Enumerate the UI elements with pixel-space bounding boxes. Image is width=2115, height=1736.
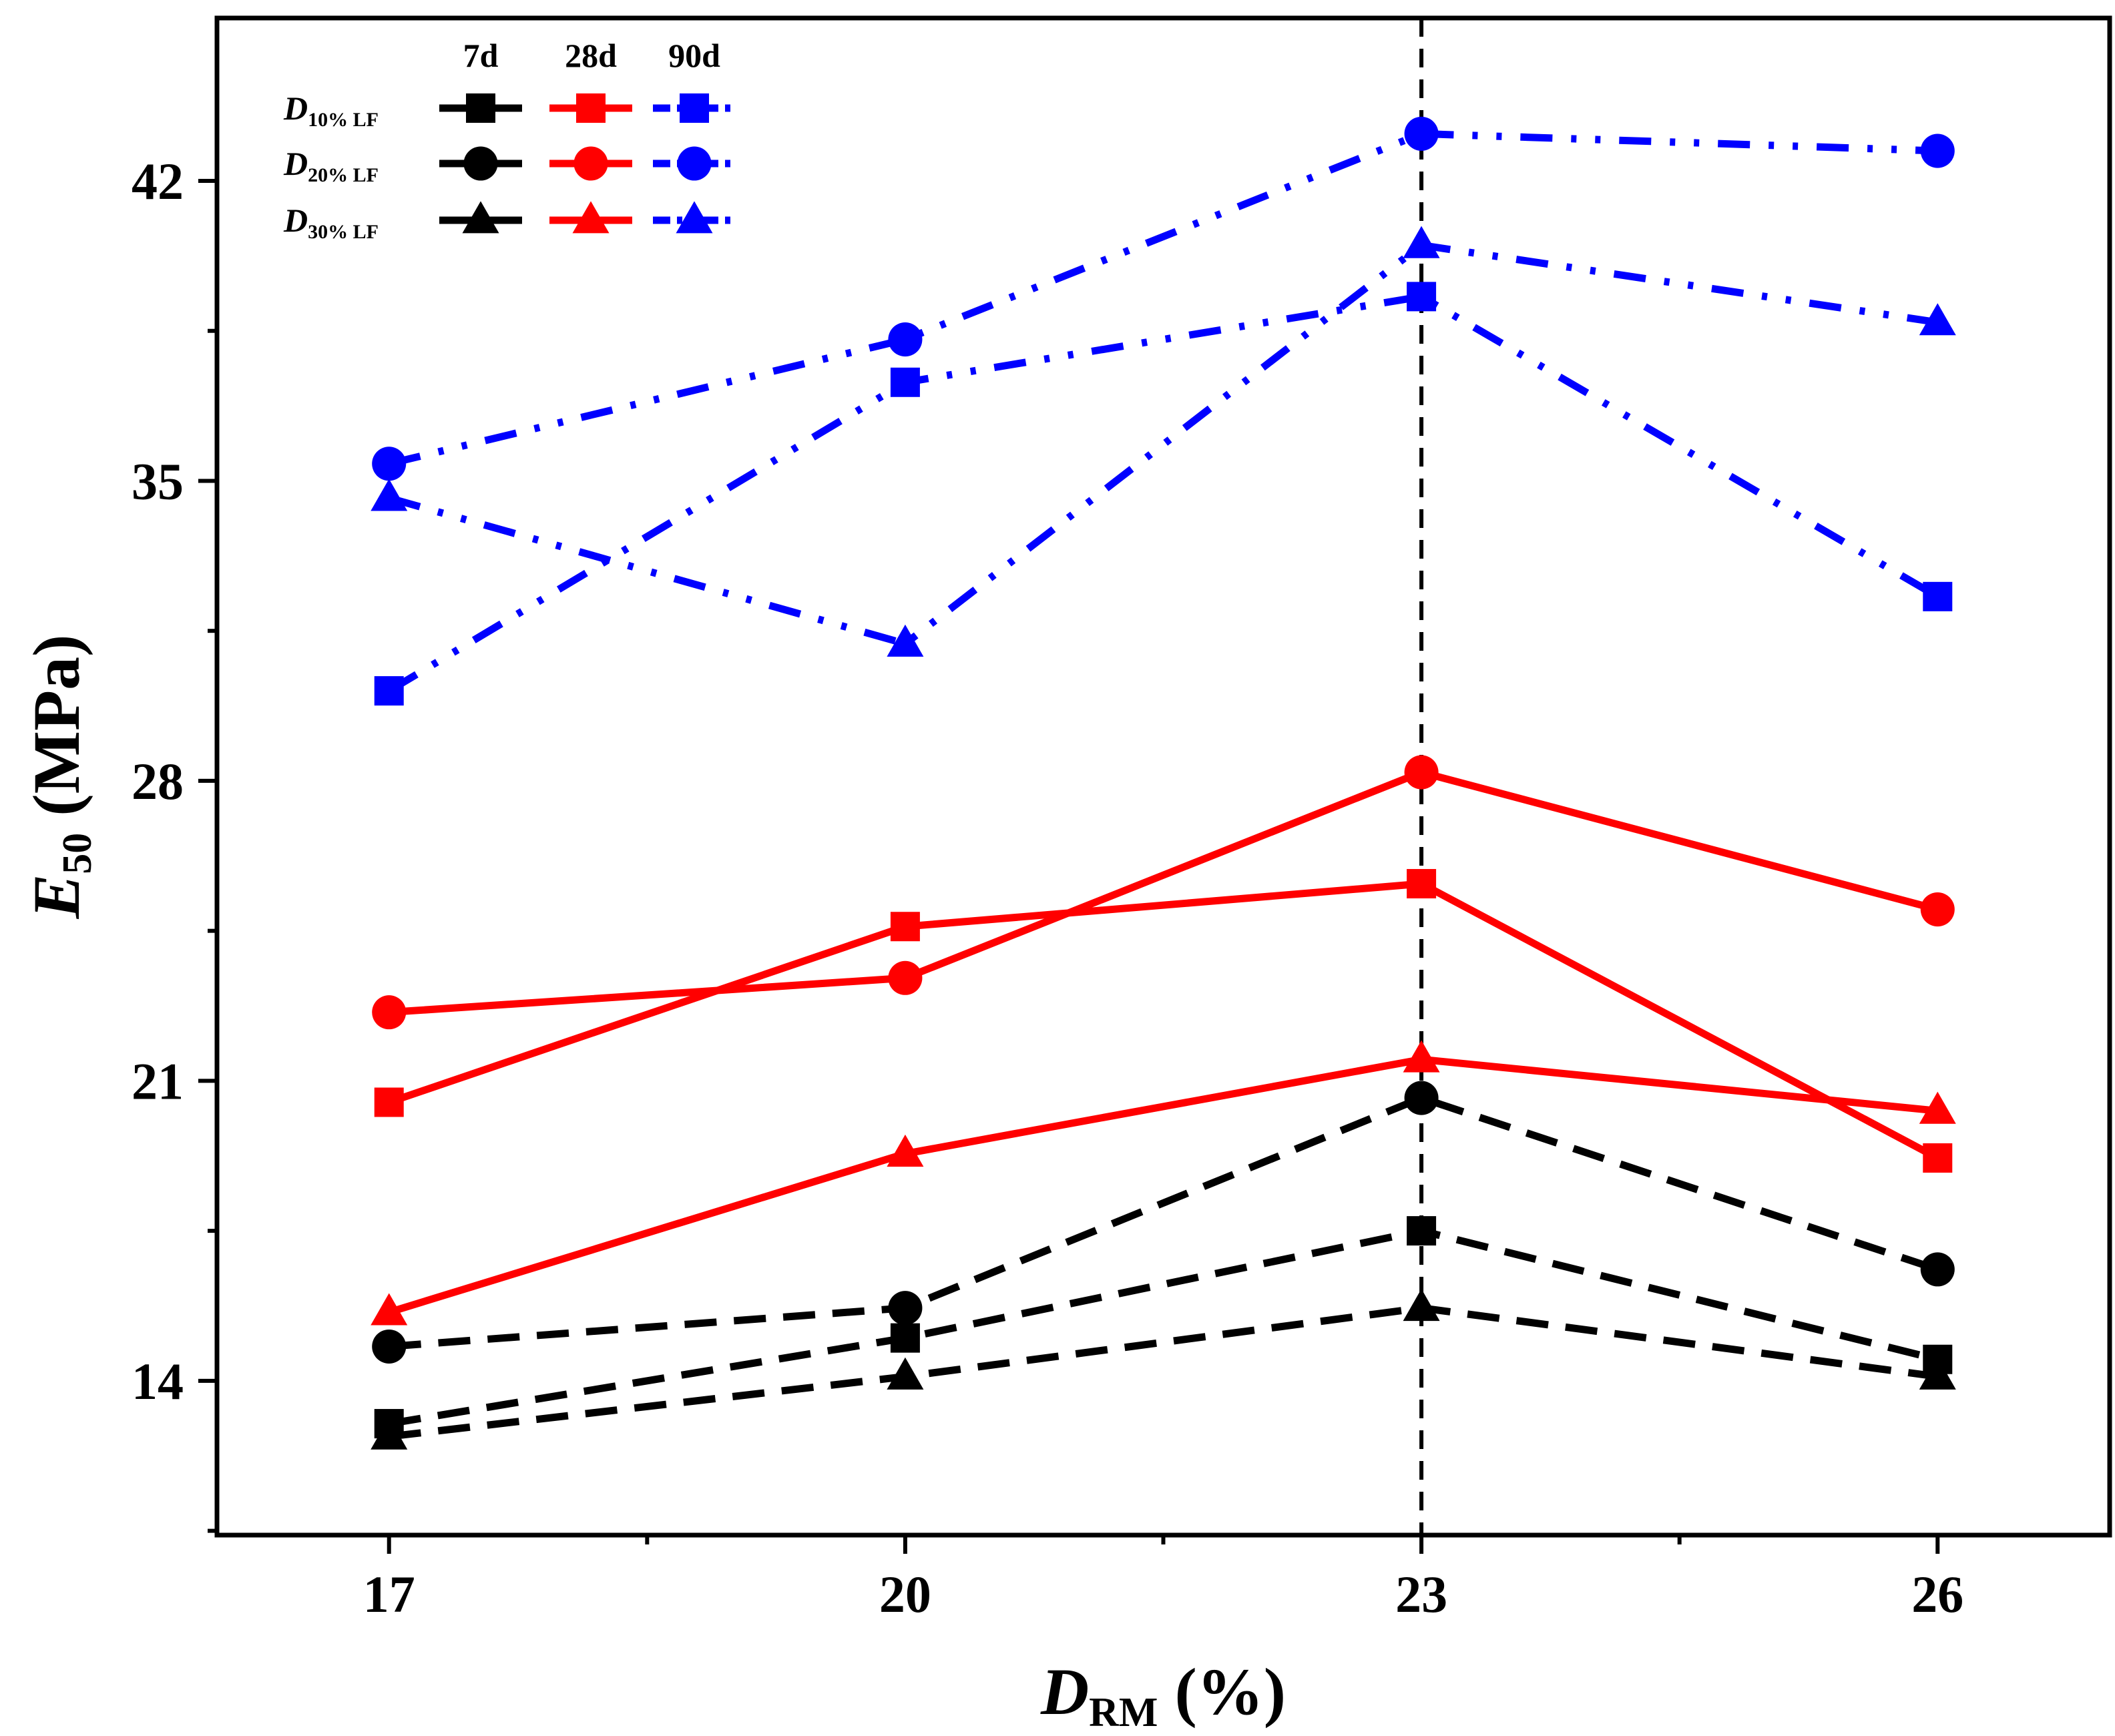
series-90d-d20-lf-point-x23 (1404, 116, 1439, 151)
x-axis-title-main: D (1040, 1655, 1089, 1729)
series-28d-d10-lf-point-x20 (890, 912, 920, 942)
series-90d-d20-lf-line (388, 129, 1938, 468)
series-90d-d30-lf-point-x20 (887, 624, 924, 657)
y-axis-title-subscript: 50 (55, 833, 100, 874)
x-tick-label-23: 23 (1395, 1565, 1447, 1623)
axes-group: 17 20 23 26 14 21 28 35 42 (132, 152, 1963, 1623)
series-7d-d10-lf-point-x20 (890, 1323, 920, 1353)
series-28d-d20-lf-point-x20 (888, 960, 923, 995)
series-28d-d20-lf-line (389, 768, 1939, 1017)
series-28d-d10-lf-point-x26 (1923, 1143, 1953, 1173)
legend-marker-7d-30-lf (462, 201, 499, 234)
series-7d-d30-lf (371, 1289, 1956, 1450)
series-28d-d10-lf-line (387, 880, 1939, 1161)
legend-marker-7d-10-lf (466, 93, 495, 123)
series-90d-d10-lf-point-x23 (1407, 282, 1437, 312)
x-axis-title: DRM (%) (1040, 1655, 1286, 1735)
legend-row-label-20-lf: D20% LF (283, 145, 379, 186)
series-7d-d30-lf-line (389, 1304, 1938, 1440)
y-axis-title: E50 (MPa) (19, 635, 100, 920)
series-28d-d30-lf-line (388, 1055, 1938, 1316)
series-28d-d30-lf-point-x20 (887, 1134, 924, 1167)
legend-marker-28d-20-lf (573, 146, 608, 181)
y-tick-label-35: 35 (132, 452, 184, 510)
series-28d-d20-lf-point-x26 (1920, 892, 1955, 927)
series-90d-d10-lf-point-x26 (1923, 581, 1953, 611)
y-tick-label-42: 42 (132, 152, 184, 210)
series-28d-d30-lf-point-x26 (1919, 1091, 1956, 1124)
legend-marker-28d-10-lf (576, 93, 606, 123)
y-axis-title-unit: (MPa) (19, 635, 93, 833)
legend-marker-28d-30-lf (572, 201, 610, 234)
series-7d-d30-lf-point-x17 (371, 1417, 408, 1450)
legend-row-label-10-lf: D10% LF (283, 89, 379, 131)
series-28d-d10-lf (374, 869, 1953, 1173)
series-28d-d30-lf (371, 1040, 1956, 1326)
series-90d-d10-lf-point-x17 (374, 676, 404, 706)
legend-row-label-subscript: 10% LF (308, 109, 379, 131)
y-axis-title-main: E (19, 874, 93, 920)
y-tick-label-28: 28 (132, 752, 184, 810)
series-7d-d30-lf-point-x23 (1403, 1289, 1440, 1322)
legend-row-label-subscript: 30% LF (308, 221, 379, 243)
series-28d-d10-lf-point-x23 (1407, 869, 1437, 899)
x-tick-label-17: 17 (363, 1565, 415, 1623)
series-7d-d30-lf-point-x26 (1919, 1357, 1956, 1390)
series-90d-d30-lf (371, 226, 1956, 657)
series-7d-d10-lf (374, 1216, 1953, 1439)
series-28d-d10-lf-point-x17 (374, 1087, 404, 1117)
series-7d-d10-lf-line (388, 1227, 1939, 1428)
series-90d-d20-lf-point-x20 (888, 322, 923, 357)
series-7d-d20-lf-line (389, 1094, 1939, 1350)
legend-row-label-main: D (283, 145, 308, 182)
legend-marker-90d-20-lf (677, 146, 712, 181)
legend-header-7d: 7d (463, 37, 499, 74)
legend-row-label-subscript: 20% LF (308, 164, 379, 186)
series-90d-d20-lf-point-x26 (1920, 133, 1955, 168)
series-90d-d10-lf-point-x20 (890, 367, 920, 397)
series-28d-d30-lf-point-x23 (1403, 1040, 1440, 1073)
y-tick-label-14: 14 (132, 1352, 184, 1410)
y-tick-label-21: 21 (132, 1052, 184, 1110)
x-axis-title-subscript: RM (1089, 1690, 1158, 1735)
series-7d-d20-lf-point-x17 (372, 1329, 407, 1364)
series-7d-d20-lf-point-x26 (1920, 1252, 1955, 1287)
series-28d-d30-lf-point-x17 (371, 1293, 408, 1326)
legend-header-90d: 90d (668, 37, 720, 74)
series-7d-d20-lf-point-x23 (1404, 1081, 1439, 1115)
series-90d-d20-lf (372, 116, 1955, 481)
x-axis-title-unit: (%) (1158, 1655, 1286, 1729)
series-7d-d20-lf (372, 1081, 1955, 1364)
legend-marker-90d-30-lf (676, 201, 713, 234)
legend-row-label-30-lf: D30% LF (283, 202, 379, 243)
legend-marker-7d-20-lf (463, 146, 498, 181)
legend-row-label-main: D (283, 202, 308, 239)
x-tick-label-20: 20 (879, 1565, 931, 1623)
series-28d-d20-lf-point-x23 (1404, 755, 1439, 790)
series-7d-d10-lf-point-x23 (1407, 1216, 1437, 1246)
series-90d-d10-lf (374, 282, 1953, 706)
series-28d-d20-lf-point-x17 (372, 995, 407, 1030)
series-90d-d30-lf-point-x17 (371, 479, 408, 511)
legend-header-28d: 28d (565, 37, 617, 74)
x-tick-label-26: 26 (1911, 1565, 1963, 1623)
series-group (371, 116, 1956, 1450)
legend-row-label-main: D (283, 89, 308, 127)
series-90d-d10-lf-line (387, 292, 1940, 694)
series-90d-d30-lf-point-x26 (1919, 303, 1956, 336)
y-axis-title-group: E50 (MPa) (19, 635, 100, 920)
series-90d-d20-lf-point-x17 (372, 447, 407, 481)
series-28d-d20-lf (372, 755, 1955, 1030)
series-7d-d30-lf-point-x20 (887, 1357, 924, 1390)
legend-marker-90d-10-lf (680, 93, 709, 123)
series-90d-d30-lf-point-x23 (1403, 226, 1440, 258)
series-7d-d20-lf-point-x20 (888, 1291, 923, 1326)
